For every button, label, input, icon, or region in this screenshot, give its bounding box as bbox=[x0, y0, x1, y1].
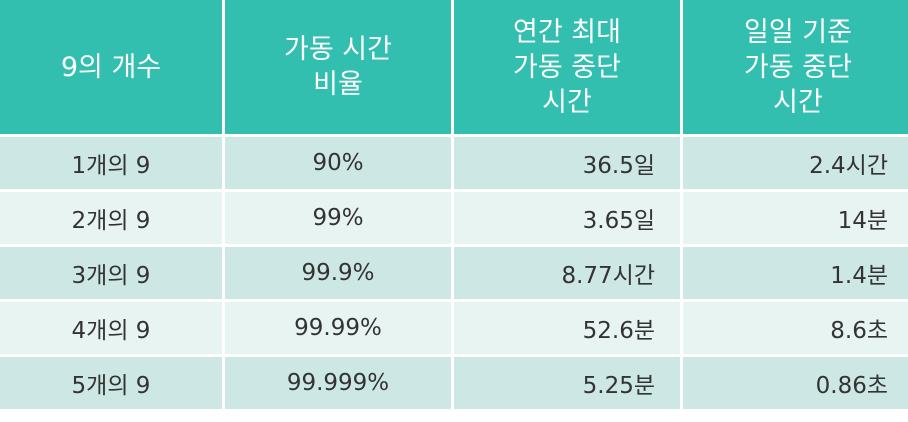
header-line: 시간 bbox=[542, 86, 592, 118]
cell-annual-downtime: 8.77시간 bbox=[454, 247, 680, 299]
table-row: 2개의 9 99% 3.65일 14분 bbox=[0, 192, 908, 244]
header-uptime-ratio: 가동 시간 비율 bbox=[225, 0, 451, 134]
cell-nines: 4개의 9 bbox=[0, 302, 222, 354]
header-line: 가동 중단 bbox=[744, 51, 852, 83]
cell-daily-downtime: 0.86초 bbox=[683, 357, 908, 409]
cell-daily-downtime: 1.4분 bbox=[683, 247, 908, 299]
table-header: 9의 개수 가동 시간 비율 연간 최대 가동 중단 시간 일일 기준 가동 중… bbox=[0, 0, 908, 134]
header-line: 연간 최대 bbox=[513, 16, 621, 48]
table-row: 1개의 9 90% 36.5일 2.4시간 bbox=[0, 137, 908, 189]
cell-annual-downtime: 52.6분 bbox=[454, 302, 680, 354]
cell-uptime: 99.999% bbox=[225, 357, 451, 409]
table-body: 1개의 9 90% 36.5일 2.4시간 2개의 9 99% 3.65일 14… bbox=[0, 137, 908, 409]
cell-nines: 3개의 9 bbox=[0, 247, 222, 299]
cell-nines: 1개의 9 bbox=[0, 137, 222, 189]
cell-nines: 5개의 9 bbox=[0, 357, 222, 409]
table-row: 3개의 9 99.9% 8.77시간 1.4분 bbox=[0, 247, 908, 299]
table-row: 5개의 9 99.999% 5.25분 0.86초 bbox=[0, 357, 908, 409]
header-nines-count: 9의 개수 bbox=[0, 0, 222, 134]
cell-uptime: 90% bbox=[225, 137, 451, 189]
header-line: 가동 시간 bbox=[284, 34, 392, 65]
availability-table: 9의 개수 가동 시간 비율 연간 최대 가동 중단 시간 일일 기준 가동 중… bbox=[0, 0, 908, 409]
cell-daily-downtime: 14분 bbox=[683, 192, 908, 244]
header-line: 가동 중단 bbox=[513, 51, 621, 83]
header-line: 시간 bbox=[773, 86, 823, 118]
cell-annual-downtime: 3.65일 bbox=[454, 192, 680, 244]
table-row: 4개의 9 99.99% 52.6분 8.6초 bbox=[0, 302, 908, 354]
header-line: 9의 개수 bbox=[60, 51, 162, 83]
cell-annual-downtime: 5.25분 bbox=[454, 357, 680, 409]
header-daily-downtime: 일일 기준 가동 중단 시간 bbox=[683, 0, 908, 134]
cell-uptime: 99% bbox=[225, 192, 451, 244]
header-line: 일일 기준 bbox=[744, 16, 852, 48]
cell-annual-downtime: 36.5일 bbox=[454, 137, 680, 189]
cell-uptime: 99.9% bbox=[225, 247, 451, 299]
cell-nines: 2개의 9 bbox=[0, 192, 222, 244]
header-annual-downtime: 연간 최대 가동 중단 시간 bbox=[454, 0, 680, 134]
cell-daily-downtime: 2.4시간 bbox=[683, 137, 908, 189]
cell-daily-downtime: 8.6초 bbox=[683, 302, 908, 354]
header-row: 9의 개수 가동 시간 비율 연간 최대 가동 중단 시간 일일 기준 가동 중… bbox=[0, 0, 908, 134]
header-line: 비율 bbox=[313, 69, 363, 100]
cell-uptime: 99.99% bbox=[225, 302, 451, 354]
